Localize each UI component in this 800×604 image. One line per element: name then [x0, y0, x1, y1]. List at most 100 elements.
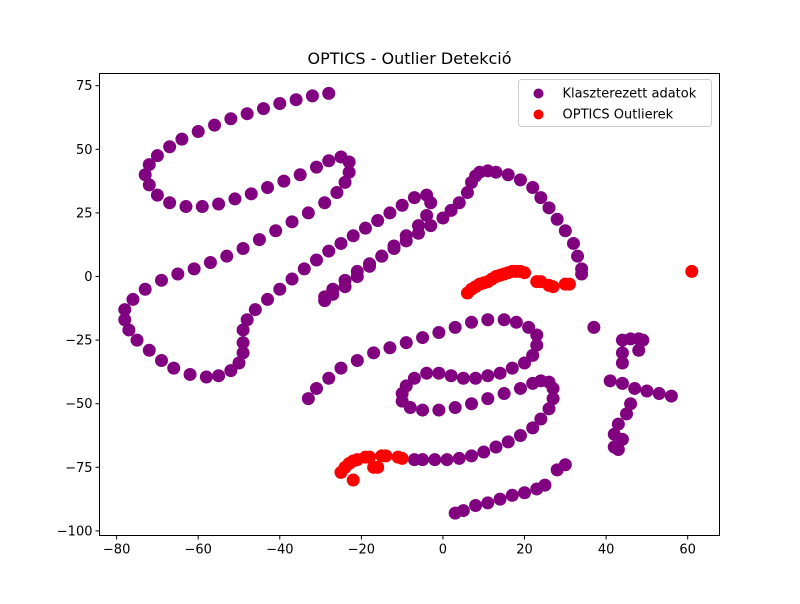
scatter-point	[685, 264, 699, 278]
scatter-point	[456, 504, 470, 518]
scatter-point	[456, 371, 470, 385]
scatter-point	[212, 197, 226, 211]
scatter-point	[546, 381, 560, 395]
y-tick-label: −25	[65, 334, 92, 349]
scatter-point	[603, 374, 617, 388]
legend-box	[518, 79, 712, 127]
x-tick-label: −80	[103, 543, 130, 558]
scatter-point	[481, 313, 495, 327]
scatter-point	[383, 341, 397, 355]
x-tick-label: 40	[598, 543, 615, 558]
scatter-point	[624, 397, 638, 411]
scatter-point	[432, 366, 446, 380]
scatter-point	[444, 203, 458, 217]
scatter-point	[191, 125, 205, 139]
x-tick-label: 20	[516, 543, 533, 558]
scatter-point	[432, 403, 446, 417]
scatter-point	[220, 249, 234, 263]
scatter-point	[448, 401, 462, 415]
scatter-point	[571, 249, 585, 263]
scatter-point	[285, 272, 299, 286]
scatter-point	[228, 192, 242, 206]
scatter-point	[330, 186, 344, 200]
scatter-point	[428, 453, 442, 467]
scatter-point	[318, 196, 332, 210]
scatter-point	[513, 429, 527, 443]
scatter-point	[322, 86, 336, 100]
scatter-point	[530, 328, 544, 342]
scatter-point	[310, 253, 323, 267]
scatter-point	[224, 112, 238, 126]
scatter-point	[620, 407, 633, 421]
scatter-point	[261, 292, 275, 306]
scatter-point	[383, 206, 397, 220]
scatter-point	[195, 200, 209, 214]
scatter-point	[142, 343, 156, 357]
scatter-point	[420, 208, 434, 222]
scatter-point	[338, 175, 352, 189]
scatter-point	[232, 356, 246, 370]
scatter-point	[187, 262, 201, 276]
scatter-point	[530, 338, 544, 352]
scatter-point	[407, 453, 421, 467]
scatter-point	[199, 370, 213, 384]
scatter-point	[611, 417, 625, 431]
scatter-point	[526, 180, 540, 194]
scatter-point	[432, 325, 446, 339]
scatter-point	[460, 186, 474, 200]
y-tick-label: −100	[57, 524, 93, 539]
scatter-point	[416, 403, 430, 417]
scatter-point	[628, 381, 642, 395]
scatter-point	[518, 266, 532, 280]
scatter-point	[342, 165, 356, 179]
scatter-point	[293, 168, 307, 182]
scatter-point	[607, 440, 621, 454]
scatter-point	[326, 282, 340, 296]
scatter-point	[546, 392, 560, 406]
scatter-point	[420, 366, 434, 380]
scatter-point	[163, 196, 177, 210]
scatter-point	[493, 492, 507, 506]
scatter-point	[142, 178, 156, 192]
scatter-point	[252, 233, 266, 247]
scatter-point	[130, 333, 144, 347]
scatter-point	[424, 196, 438, 210]
scatter-point	[509, 315, 523, 329]
scatter-point	[399, 234, 413, 248]
scatter-point	[150, 188, 164, 202]
scatter-point	[615, 376, 629, 390]
scatter-point	[636, 333, 650, 347]
scatter-point	[587, 320, 601, 334]
scatter-point	[236, 346, 250, 360]
x-tick-label: −40	[266, 543, 293, 558]
scatter-point	[395, 451, 409, 465]
scatter-point	[118, 303, 132, 317]
scatter-point	[522, 320, 536, 334]
y-tick-label: 0	[84, 270, 92, 285]
scatter-point	[363, 257, 377, 271]
scatter-point	[379, 449, 393, 463]
scatter-point	[208, 118, 222, 132]
scatter-point	[518, 486, 532, 500]
scatter-point	[371, 460, 385, 474]
scatter-point	[558, 224, 572, 238]
scatter-point	[489, 440, 503, 454]
scatter-point	[632, 343, 646, 357]
scatter-point	[318, 290, 332, 304]
scatter-point	[416, 331, 430, 345]
scatter-point	[155, 353, 168, 367]
scatter-point	[481, 392, 495, 406]
scatter-point	[138, 168, 152, 182]
scatter-point	[452, 451, 466, 465]
scatter-point	[175, 132, 189, 146]
chart-title: OPTICS - Outlier Detekció	[308, 49, 512, 68]
legend-label: OPTICS Outlierek	[563, 108, 674, 123]
scatter-point	[289, 93, 303, 107]
scatter-point	[155, 273, 168, 287]
scatter-point	[534, 191, 548, 205]
scatter-point	[167, 361, 181, 375]
scatter-point	[236, 242, 250, 256]
scatter-point	[497, 387, 511, 401]
scatter-point	[240, 107, 254, 121]
scatter-point	[363, 450, 377, 464]
